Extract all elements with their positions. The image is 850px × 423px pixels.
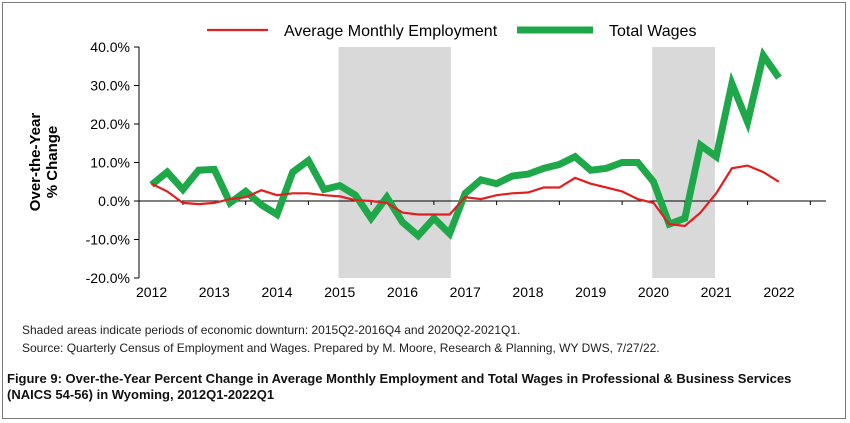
x-tick-label: 2017	[450, 284, 481, 300]
y-axis-title: Over-the-Year% Change	[27, 113, 61, 212]
x-tick-label: 2016	[387, 284, 418, 300]
legend: Average Monthly Employment Total Wages	[207, 23, 696, 40]
x-tick-label: 2012	[136, 284, 167, 300]
axes: -20.0% -10.0% 0.0% 10.0% 20.0% 30.0% 40.0% 2012…	[86, 39, 826, 300]
series-lines	[149, 47, 782, 241]
x-tick-label: 2013	[199, 284, 230, 300]
source-note: Source: Quarterly Census of Employment a…	[22, 341, 660, 355]
series-line-wages	[149, 47, 782, 241]
y-tick-label: 10.0%	[90, 155, 130, 171]
y-axis-title-line: % Change	[44, 126, 61, 199]
y-tick-label: 20.0%	[90, 116, 130, 132]
y-tick-label: 0.0%	[98, 193, 130, 209]
x-tick-label: 2018	[512, 284, 543, 300]
x-tick-label: 2015	[324, 284, 355, 300]
legend-label-wages: Total Wages	[609, 23, 696, 40]
shaded-period-1	[338, 47, 451, 278]
legend-label-employment: Average Monthly Employment	[284, 23, 498, 40]
figure-caption: Figure 9: Over-the-Year Percent Change i…	[7, 371, 792, 402]
y-axis-title-group: Over-the-Year% Change	[27, 113, 61, 212]
downturn-shading	[338, 47, 715, 278]
x-tick-label: 2014	[261, 284, 292, 300]
y-tick-label: 40.0%	[90, 39, 130, 55]
x-tick-label: 2022	[763, 284, 794, 300]
y-tick-label: -10.0%	[86, 232, 130, 248]
y-axis-title-line: Over-the-Year	[27, 113, 44, 212]
y-tick-label: -20.0%	[86, 270, 130, 286]
line-chart: -20.0% -10.0% 0.0% 10.0% 20.0% 30.0% 40.0% 2012…	[27, 23, 826, 300]
x-tick-label: 2020	[638, 284, 669, 300]
y-tick-label: 30.0%	[90, 78, 130, 94]
shading-note: Shaded areas indicate periods of economi…	[22, 323, 521, 337]
x-tick-label: 2021	[701, 284, 732, 300]
series-line-employment	[151, 164, 780, 228]
x-tick-label: 2019	[575, 284, 606, 300]
shaded-period-2	[652, 47, 715, 278]
